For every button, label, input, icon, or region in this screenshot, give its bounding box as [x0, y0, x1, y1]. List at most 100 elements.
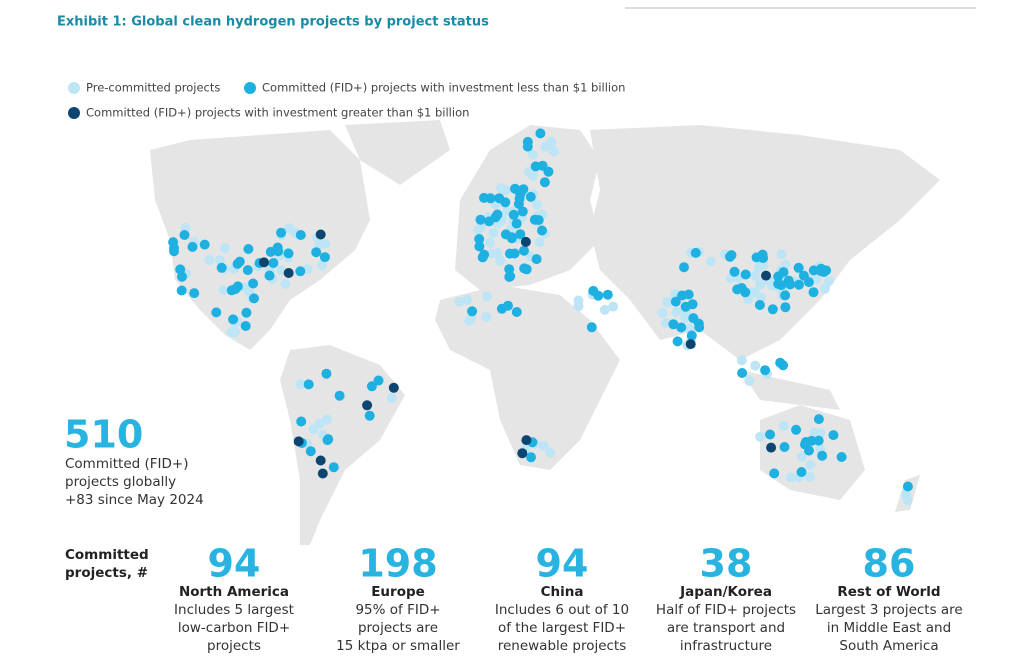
region-text: projects are: [358, 620, 438, 636]
project-dot: [793, 262, 804, 273]
project-dot: [319, 252, 330, 263]
project-dot: [773, 271, 784, 282]
project-dot: [737, 368, 748, 378]
project-dot: [506, 232, 517, 243]
project-dot: [740, 269, 751, 280]
project-dot: [240, 321, 251, 331]
project-dot: [243, 244, 254, 254]
project-dot: [482, 291, 493, 302]
project-dot: [321, 414, 332, 425]
project-dot: [515, 229, 526, 240]
region-value: 86: [863, 542, 916, 586]
region-text: 95% of FID+: [355, 602, 440, 618]
project-dot: [670, 296, 681, 307]
project-dot: [535, 128, 546, 139]
region-text: Half of FID+ projects: [656, 602, 796, 618]
project-dot: [280, 279, 291, 290]
project-dot: [766, 442, 777, 453]
project-dot: [534, 237, 545, 248]
project-dot: [804, 471, 815, 482]
project-dot: [791, 424, 802, 435]
project-dot: [515, 188, 526, 199]
project-dot: [530, 161, 541, 172]
project-dot: [293, 436, 304, 447]
project-dot: [228, 314, 239, 325]
project-dots: [168, 128, 913, 506]
project-dot: [780, 302, 791, 313]
legend-label: Pre-committed projects: [86, 81, 220, 95]
project-dot: [813, 435, 824, 446]
project-dot: [686, 330, 697, 341]
project-dot: [902, 495, 913, 506]
project-dot: [496, 183, 507, 193]
project-dot: [481, 312, 492, 322]
project-dot: [517, 206, 528, 217]
project-dot: [676, 322, 687, 333]
project-dot: [660, 317, 671, 328]
project-dot: [204, 255, 215, 265]
legend-label: Committed (FID+) projects with investmen…: [86, 106, 469, 120]
project-dot: [805, 460, 816, 470]
project-dot: [328, 462, 339, 473]
project-dot: [226, 327, 237, 338]
project-dot: [794, 279, 804, 290]
project-dot: [679, 262, 689, 273]
project-dot: [803, 277, 814, 288]
project-dot: [783, 275, 794, 286]
project-dot: [902, 481, 913, 492]
project-dot: [672, 336, 683, 347]
project-dot: [539, 177, 550, 188]
project-dot: [169, 243, 179, 253]
project-dot: [317, 468, 328, 479]
project-dot: [477, 252, 488, 263]
project-dot: [283, 248, 294, 259]
project-dot: [216, 262, 227, 273]
project-dot: [527, 149, 538, 160]
project-dot: [531, 254, 542, 265]
project-dot: [462, 294, 473, 305]
project-dot: [276, 227, 287, 238]
project-dot: [736, 283, 747, 293]
project-dot: [685, 339, 696, 350]
project-dot: [388, 382, 399, 393]
project-dot: [176, 285, 187, 296]
region-value: 198: [358, 542, 437, 586]
project-dot: [295, 379, 306, 390]
project-dot: [295, 266, 306, 277]
project-dot: [362, 400, 373, 411]
project-dot: [785, 472, 796, 483]
project-dot: [492, 209, 503, 220]
project-dot: [602, 289, 613, 300]
region-name: North America: [179, 584, 289, 600]
project-dot: [657, 308, 668, 318]
region-name: Japan/Korea: [679, 584, 772, 600]
project-dot: [511, 218, 522, 229]
project-dot: [211, 307, 222, 318]
project-dot: [284, 223, 295, 234]
project-dot: [218, 285, 229, 296]
project-dot: [756, 292, 766, 303]
project-dot: [475, 222, 486, 233]
project-dot: [479, 192, 489, 203]
project-dot: [511, 307, 522, 317]
headline-text: Committed (FID+): [65, 456, 188, 472]
region-name: Rest of World: [837, 584, 940, 600]
project-dot: [668, 319, 679, 330]
project-dot: [754, 300, 765, 310]
project-dot: [778, 420, 789, 431]
region-text: in Middle East and: [827, 620, 951, 636]
project-dot: [767, 304, 778, 315]
project-dot: [495, 255, 506, 266]
project-dot: [500, 197, 511, 208]
region-text: projects: [207, 638, 261, 654]
project-dot: [232, 281, 243, 292]
project-dot: [705, 256, 716, 267]
project-dot: [760, 365, 771, 376]
project-dot: [522, 136, 533, 147]
project-dot: [259, 257, 269, 268]
project-dot: [545, 447, 556, 458]
project-dot: [303, 379, 314, 390]
project-dot: [813, 414, 824, 425]
region-text: Includes 6 out of 10: [495, 602, 629, 618]
